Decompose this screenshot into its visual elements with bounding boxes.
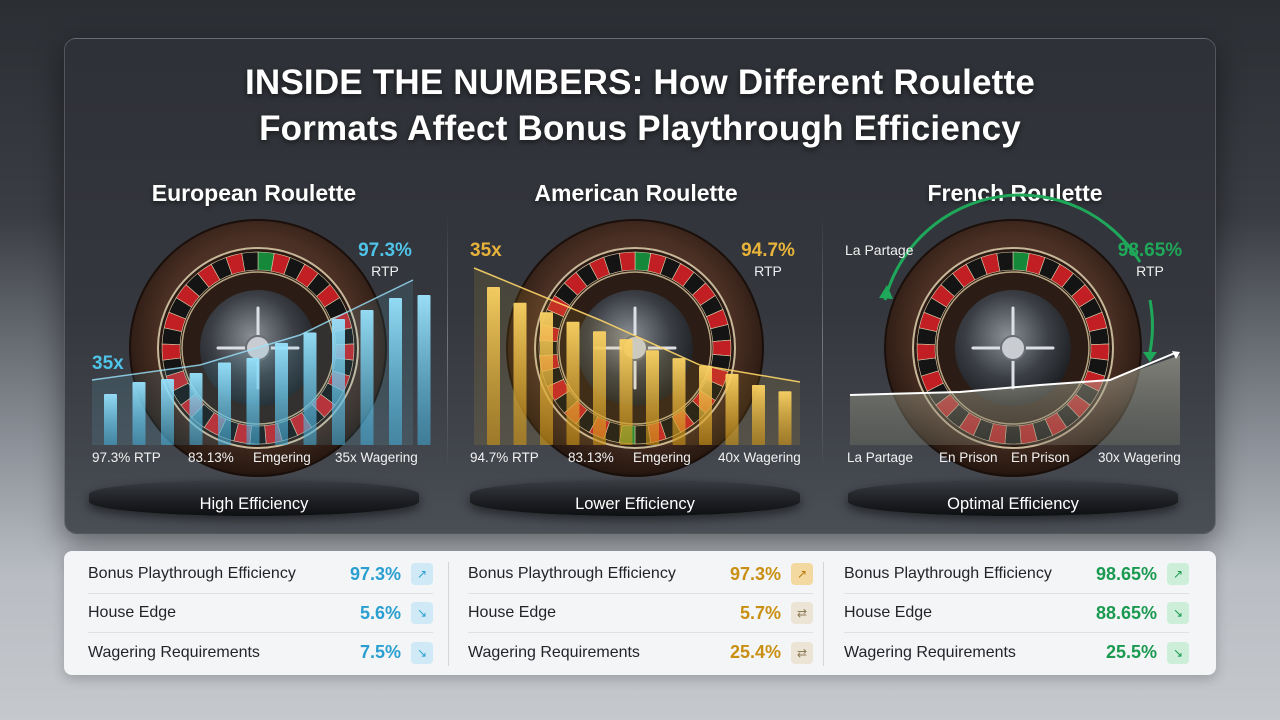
page-title: INSIDE THE NUMBERS: How Different Roulet… xyxy=(64,60,1216,152)
stat-label: House Edge xyxy=(468,604,557,621)
european-pedestal xyxy=(89,480,419,516)
european-rtp-label: RTP xyxy=(371,263,399,279)
arrow-down-right-icon: ↘ xyxy=(411,641,433,664)
table-row: House Edge 5.6% ↘ xyxy=(88,594,433,633)
table-row: Wagering Requirements 7.5% ↘ xyxy=(88,633,433,672)
table-row: House Edge 88.65% ↘ xyxy=(844,594,1189,633)
arrows-right-icon: ⇄ xyxy=(791,602,813,624)
european-efficiency: High Efficiency xyxy=(199,495,309,513)
european-stats-table: Bonus Playthrough Efficiency 97.3% ↗ Hou… xyxy=(88,555,433,672)
stat-label: House Edge xyxy=(844,604,933,621)
stat-value: 5.7% xyxy=(739,602,781,623)
stat-value: 97.3% xyxy=(349,563,401,584)
table-row: Wagering Requirements 25.4% ⇄ xyxy=(468,633,813,672)
french-title: French Roulette xyxy=(927,180,1103,206)
table-divider xyxy=(823,562,824,666)
american-stats-table: Bonus Playthrough Efficiency 97.3% ↗ Hou… xyxy=(468,555,813,672)
stat-value: 88.65% xyxy=(1095,602,1157,623)
title-line-1: INSIDE THE NUMBERS: How Different Roulet… xyxy=(244,63,1036,102)
american-rtp-label: RTP xyxy=(754,263,782,279)
stat-value: 25.5% xyxy=(1105,642,1157,662)
european-wager-marker: 35x xyxy=(92,353,124,374)
arrow-up-right-icon: ↗ xyxy=(1167,563,1189,585)
french-axis-label-2: En Prison xyxy=(939,450,998,465)
stat-label: Wagering Requirements xyxy=(844,643,1016,661)
arrow-up-right-icon: ↗ xyxy=(411,563,433,585)
european-axis-label-4: 35x Wagering xyxy=(335,450,418,465)
stat-value: 98.65% xyxy=(1095,563,1157,584)
stat-label: Bonus Playthrough Efficiency xyxy=(844,565,1052,582)
stat-label: House Edge xyxy=(88,604,177,621)
table-row: Bonus Playthrough Efficiency 98.65% ↗ xyxy=(844,555,1189,594)
french-stats-table: Bonus Playthrough Efficiency 98.65% ↗ Ho… xyxy=(844,555,1189,672)
column-divider xyxy=(447,212,448,472)
stat-value: 7.5% xyxy=(359,642,401,662)
american-title: American Roulette xyxy=(534,180,738,206)
arrow-down-right-icon: ↘ xyxy=(411,602,433,624)
french-side-label: La Partage xyxy=(845,242,914,258)
table-row: Wagering Requirements 25.5% ↘ xyxy=(844,633,1189,672)
french-pedestal xyxy=(848,480,1178,516)
french-rtp-label: RTP xyxy=(1136,263,1164,279)
comparison-card xyxy=(64,551,1216,675)
table-divider xyxy=(448,562,449,666)
american-axis-label-1: 94.7% RTP xyxy=(470,450,539,465)
table-row: Bonus Playthrough Efficiency 97.3% ↗ xyxy=(468,555,813,594)
table-row: House Edge 5.7% ⇄ xyxy=(468,594,813,633)
stat-value: 25.4% xyxy=(729,642,781,662)
arrow-up-right-icon: ↗ xyxy=(791,563,813,585)
european-title: European Roulette xyxy=(151,180,357,206)
column-divider xyxy=(822,212,823,472)
stat-value: 97.3% xyxy=(729,563,781,584)
european-axis-label-2: 83.13% xyxy=(188,450,234,465)
title-line-2: Formats Affect Bonus Playthrough Efficie… xyxy=(259,109,1021,148)
french-efficiency: Optimal Efficiency xyxy=(947,495,1079,513)
french-rtp-value: 98.65% xyxy=(1117,240,1183,261)
table-row: Bonus Playthrough Efficiency 97.3% ↗ xyxy=(88,555,433,594)
arrow-down-right-icon: ↘ xyxy=(1167,641,1189,664)
american-axis-label-3: Emgering xyxy=(633,450,691,465)
european-axis-label-3: Emgering xyxy=(253,450,311,465)
american-pedestal xyxy=(470,480,800,516)
french-axis-label-3: En Prison xyxy=(1011,450,1070,465)
french-axis-label-1: La Partage xyxy=(847,450,914,465)
stat-label: Wagering Requirements xyxy=(468,643,640,661)
stat-value: 5.6% xyxy=(359,602,401,623)
american-axis-label-4: 40x Wagering xyxy=(718,450,801,465)
european-rtp-value: 97.3% xyxy=(358,240,412,261)
stat-label: Bonus Playthrough Efficiency xyxy=(88,565,296,582)
american-wager-marker: 35x xyxy=(470,240,502,261)
european-axis-label-1: 97.3% RTP xyxy=(92,450,161,465)
arrows-right-icon: ⇄ xyxy=(791,641,813,664)
american-rtp-value: 94.7% xyxy=(741,240,795,261)
arrow-down-right-icon: ↘ xyxy=(1167,602,1189,624)
stat-label: Bonus Playthrough Efficiency xyxy=(468,565,676,582)
stat-label: Wagering Requirements xyxy=(88,643,260,661)
french-axis-label-4: 30x Wagering xyxy=(1098,450,1181,465)
american-axis-label-2: 83.13% xyxy=(568,450,614,465)
american-efficiency: Lower Efficiency xyxy=(575,495,695,513)
